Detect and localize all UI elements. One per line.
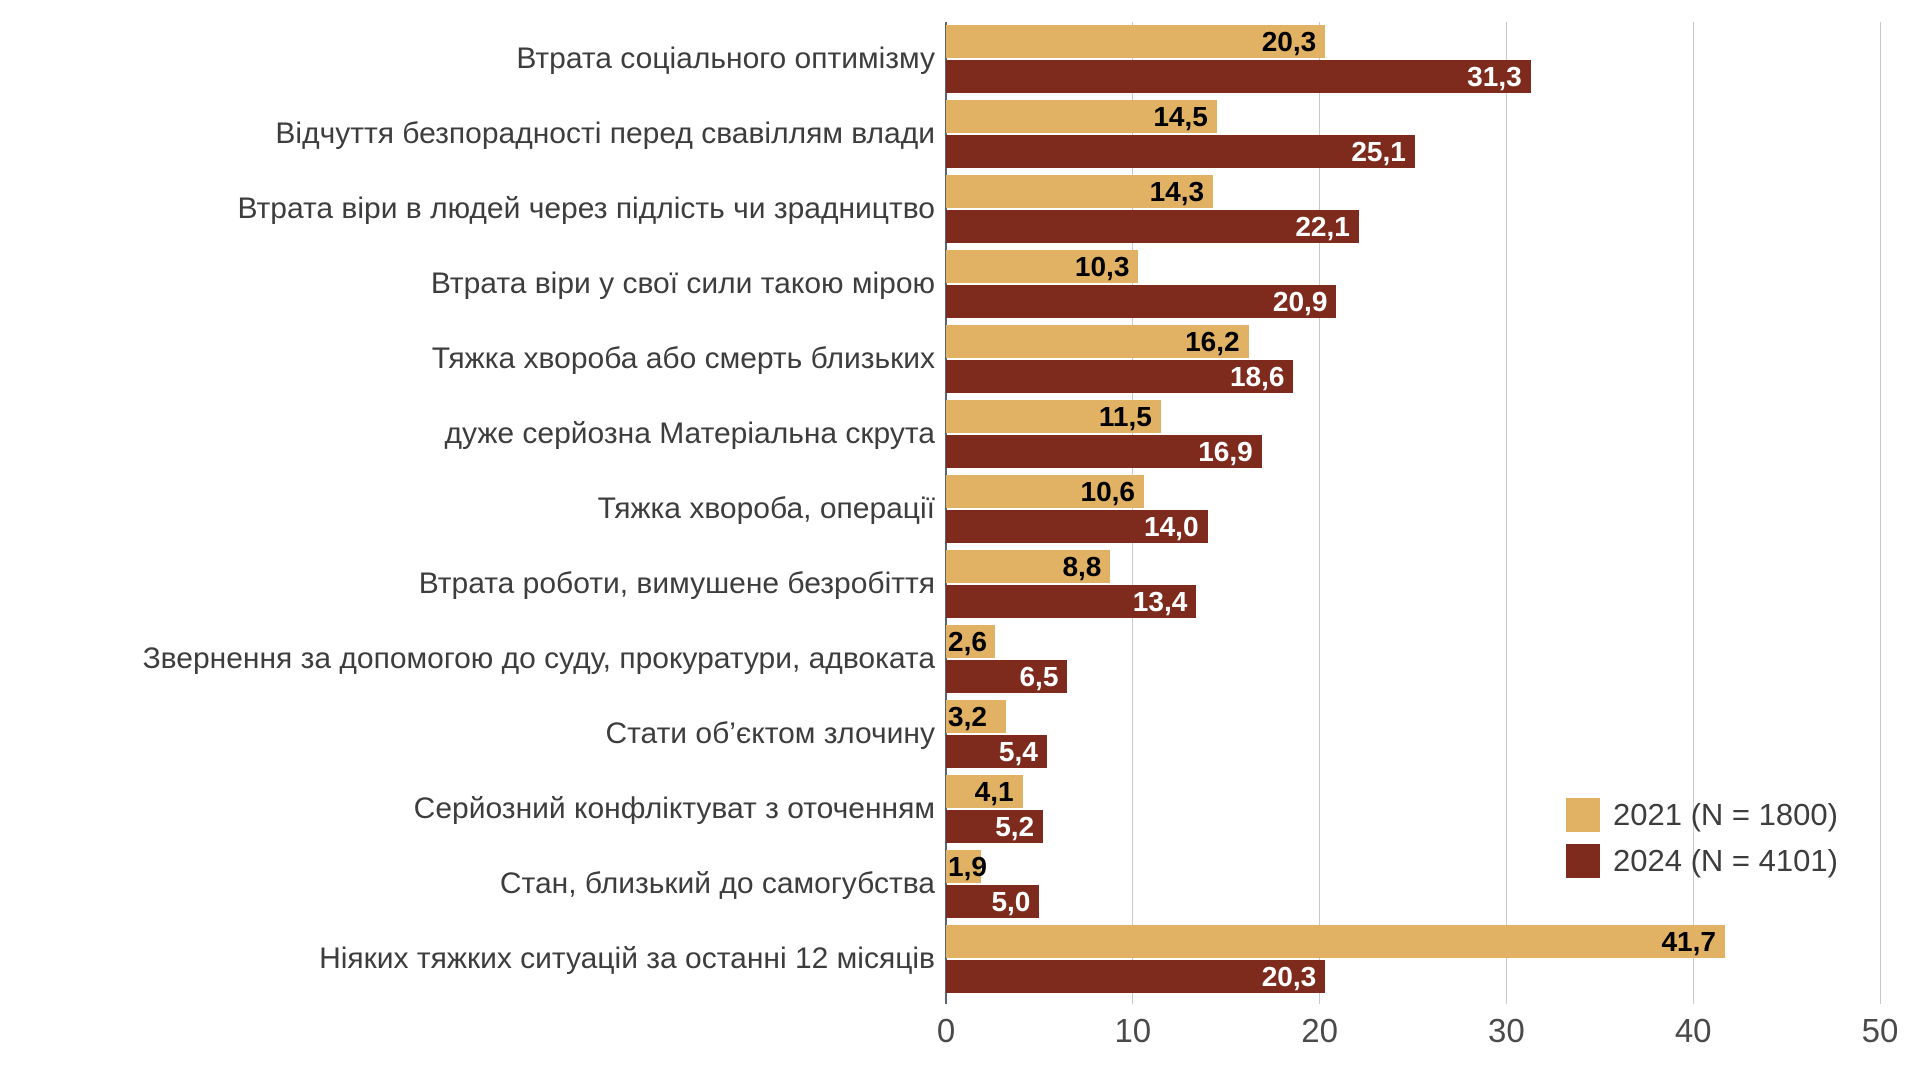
bar-series-1-row-3: 22,1 [946, 210, 1359, 243]
bar-value-label: 5,4 [998, 735, 1038, 767]
bar-series-0-row-8: 8,8 [946, 550, 1111, 583]
bar-value-label: 14,5 [1153, 100, 1208, 132]
bar-series-0-row-9: 2,6 [946, 625, 995, 658]
bar-value-label: 13,4 [1132, 585, 1188, 617]
bar-series-1-row-5: 18,6 [946, 360, 1294, 393]
bar-series-0-row-10: 3,2 [946, 700, 1006, 733]
bar-value-label: 8,8 [1062, 550, 1102, 582]
legend: 2021 (N = 1800) 2024 (N = 4101) [1566, 795, 1838, 881]
legend-swatch-2021-icon [1566, 798, 1600, 832]
bar-series-1-row-4: 20,9 [946, 285, 1337, 318]
legend-label-2021: 2021 (N = 1800) [1613, 797, 1838, 832]
bar-series-1-row-2: 25,1 [946, 135, 1415, 168]
bar-value-label: 5,0 [991, 885, 1031, 917]
bar-series-1-row-6: 16,9 [946, 435, 1262, 468]
bar-value-label: 5,2 [995, 810, 1035, 842]
legend-label-2024: 2024 (N = 4101) [1613, 843, 1838, 878]
bar-series-0-row-1: 20,3 [946, 25, 1326, 58]
bar-series-0-row-12: 1,9 [946, 850, 987, 883]
x-tick-label-30: 30 [1488, 1012, 1525, 1049]
bar-series-1-row-11: 5,2 [946, 810, 1044, 843]
bar-value-label: 11,5 [1098, 400, 1152, 432]
bar-series-0-row-13: 41,7 [946, 925, 1725, 958]
bar-value-label: 20,3 [1261, 960, 1317, 992]
bar-value-label: 10,6 [1080, 475, 1136, 507]
category-label: Ніяких тяжких ситуацій за останні 12 міс… [319, 942, 935, 975]
category-label: Втрата соціального оптимізму [516, 42, 935, 75]
bar-series-1-row-8: 13,4 [946, 585, 1197, 618]
bar-value-label: 20,3 [1261, 25, 1317, 57]
legend-item-2024: 2024 (N = 4101) [1566, 841, 1838, 881]
category-label: Тяжка хвороба, операції [597, 492, 935, 525]
category-label: Стати об’єктом злочину [605, 717, 935, 750]
bar-series-1-row-1: 31,3 [946, 60, 1531, 93]
bar-series-0-row-2: 14,5 [946, 100, 1217, 133]
bar-value-label: 14,3 [1149, 175, 1205, 207]
bar-value-label: 16,9 [1198, 435, 1253, 467]
category-label: Втрата віри у свої сили такою мірою [430, 267, 935, 300]
bar-value-label: 18,6 [1229, 360, 1285, 392]
bar-value-label: 14,0 [1144, 510, 1199, 542]
category-label: Втрата роботи, вимушене безробіття [418, 567, 935, 600]
x-tick-label-40: 40 [1674, 1012, 1712, 1049]
bar-value-label: 1,9 [948, 850, 987, 882]
bar-series-0-row-11: 4,1 [946, 775, 1023, 808]
bar-value-label: 10,3 [1074, 250, 1130, 282]
category-label: Звернення за допомогою до суду, прокурат… [142, 642, 935, 675]
category-label: Тяжка хвороба або смерть близьких [431, 342, 935, 375]
gridline-50 [1879, 22, 1881, 1004]
bar-value-label: 3,2 [948, 700, 987, 732]
bar-series-1-row-12: 5,0 [946, 885, 1040, 918]
x-tick-label-50: 50 [1861, 1012, 1899, 1049]
bar-value-label: 4,1 [974, 775, 1014, 807]
gridline-20 [1319, 22, 1321, 1004]
x-tick-label-10: 10 [1114, 1012, 1152, 1049]
gridline-30 [1505, 22, 1507, 1004]
bar-value-label: 16,2 [1185, 325, 1240, 357]
bar-series-1-row-7: 14,0 [946, 510, 1208, 543]
bar-value-label: 41,7 [1661, 925, 1716, 957]
category-label: дуже серйозна Матеріальна скрута [444, 417, 935, 450]
bar-series-0-row-4: 10,3 [946, 250, 1139, 283]
legend-item-2021: 2021 (N = 1800) [1566, 795, 1838, 835]
bar-series-1-row-10: 5,4 [946, 735, 1047, 768]
bar-value-label: 2,6 [948, 625, 987, 657]
category-label: Серйозний конфліктуват з оточенням [413, 792, 935, 825]
bar-series-1-row-9: 6,5 [946, 660, 1068, 693]
bar-value-label: 31,3 [1467, 60, 1522, 92]
x-tick-label-0: 0 [936, 1012, 956, 1049]
bar-series-0-row-3: 14,3 [946, 175, 1214, 208]
bar-series-0-row-6: 11,5 [946, 400, 1161, 433]
category-label: Стан, близький до самогубства [499, 867, 935, 900]
category-label: Відчуття безпорадності перед свавіллям в… [275, 117, 935, 150]
bar-value-label: 25,1 [1351, 135, 1406, 167]
category-label: Втрата віри в людей через підлість чи зр… [237, 192, 935, 225]
bar-series-0-row-5: 16,2 [946, 325, 1249, 358]
bar-series-0-row-7: 10,6 [946, 475, 1144, 508]
bar-value-label: 20,9 [1272, 285, 1328, 317]
bar-value-label: 6,5 [1019, 660, 1059, 692]
x-tick-label-20: 20 [1301, 1012, 1338, 1049]
bar-value-label: 22,1 [1295, 210, 1350, 242]
legend-swatch-2024-icon [1566, 844, 1600, 878]
gridline-40 [1692, 22, 1694, 1004]
bar-series-1-row-13: 20,3 [946, 960, 1326, 993]
